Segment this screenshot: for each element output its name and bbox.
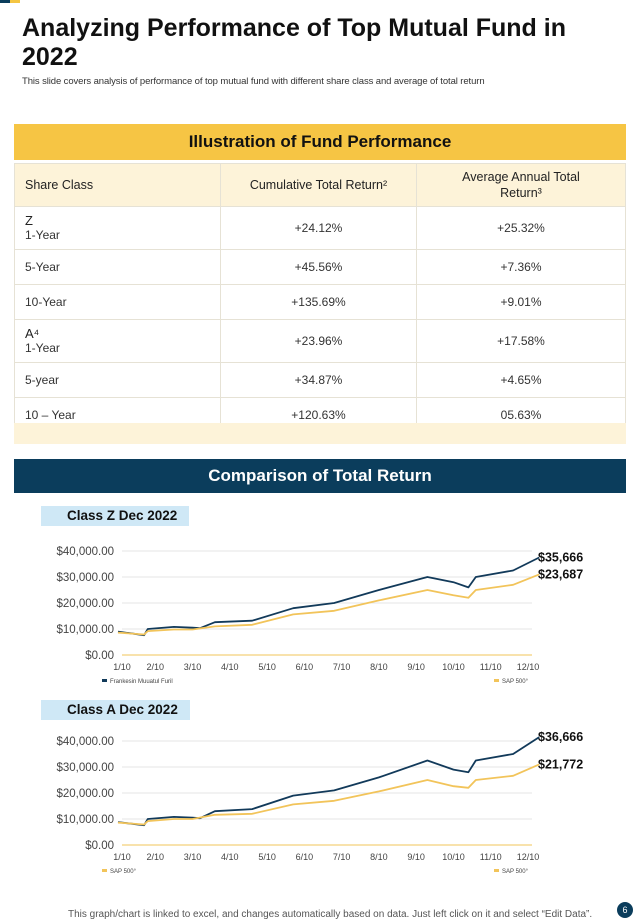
y-tick-label: $0.00 xyxy=(85,650,114,662)
legend-swatch xyxy=(102,679,107,682)
legend-label: SAP 500° xyxy=(502,869,529,875)
x-tick-label: 2/10 xyxy=(147,662,165,672)
legend-swatch xyxy=(494,869,499,872)
page-number: 6 xyxy=(617,902,633,918)
corner-accent-navy xyxy=(0,0,10,3)
average-return-cell: +4.65% xyxy=(416,362,626,398)
header-share-class: Share Class xyxy=(14,163,221,207)
comparison-title: Comparison of Total Return xyxy=(14,459,626,493)
x-tick-label: 6/10 xyxy=(296,662,314,672)
x-tick-label: 1/10 xyxy=(113,852,131,862)
share-class-period: 10-Year xyxy=(25,295,67,309)
y-tick-label: $40,000.00 xyxy=(56,736,114,748)
share-class-period: 5-Year xyxy=(25,260,60,274)
end-value-label: $35,666 xyxy=(538,551,583,565)
share-class-cell: 10-Year xyxy=(14,284,221,320)
x-tick-label: 7/10 xyxy=(333,852,351,862)
x-tick-label: 6/10 xyxy=(296,852,314,862)
x-tick-label: 9/10 xyxy=(407,852,425,862)
x-tick-label: 9/10 xyxy=(407,662,425,672)
share-class-cell: A⁴ 1-Year xyxy=(14,319,221,363)
share-class-name: Z xyxy=(25,213,33,228)
page-subtitle: This slide covers analysis of performanc… xyxy=(22,76,485,87)
table-header-row: Share Class Cumulative Total Return² Ave… xyxy=(14,163,626,207)
chart-class-z: $0.00 $10,000.00 $20,000.00 $30,000.00 $40,0… xyxy=(56,546,583,685)
fund-table-title: Illustration of Fund Performance xyxy=(14,124,626,160)
share-class-period: 1-Year xyxy=(25,228,60,242)
series-line xyxy=(117,763,540,826)
header-average-annual-return: Average Annual Total Return³ xyxy=(416,163,626,207)
y-tick-label: $20,000.00 xyxy=(56,788,114,800)
end-value-label: $23,687 xyxy=(538,567,583,581)
share-class-period: 5-year xyxy=(25,373,60,387)
chart-class-a: $0.00 $10,000.00 $20,000.00 $30,000.00 $40,0… xyxy=(56,730,583,875)
series-line xyxy=(117,573,540,636)
x-tick-label: 3/10 xyxy=(184,662,202,672)
average-return-cell: +7.36% xyxy=(416,249,626,285)
cumulative-return-cell: +24.12% xyxy=(220,206,417,250)
share-class-period: 1-Year xyxy=(25,341,60,355)
x-tick-label: 7/10 xyxy=(333,662,351,672)
share-class-cell: 5-Year xyxy=(14,249,221,285)
x-tick-label: 1/10 xyxy=(113,662,131,672)
share-class-cell: Z 1-Year xyxy=(14,206,221,250)
y-tick-label: $30,000.00 xyxy=(56,762,114,774)
table-row: A⁴ 1-Year +23.96% +17.58% xyxy=(14,319,626,363)
corner-accent-gold xyxy=(10,0,20,3)
x-tick-label: 10/10 xyxy=(442,662,465,672)
average-return-cell: +9.01% xyxy=(416,284,626,320)
legend-swatch xyxy=(494,679,499,682)
table-footer-band xyxy=(14,423,626,444)
y-tick-label: $10,000.00 xyxy=(56,814,114,826)
x-tick-label: 2/10 xyxy=(147,852,165,862)
fund-performance-table: Share Class Cumulative Total Return² Ave… xyxy=(14,163,626,433)
chart-z-title: Class Z Dec 2022 xyxy=(41,506,190,526)
table-row: 10-Year +135.69% +9.01% xyxy=(14,284,626,320)
y-tick-label: $0.00 xyxy=(85,840,114,852)
page-title: Analyzing Performance of Top Mutual Fund… xyxy=(22,14,566,71)
table-row: Z 1-Year +24.12% +25.32% xyxy=(14,206,626,250)
end-value-label: $21,772 xyxy=(538,757,583,771)
x-tick-label: 8/10 xyxy=(370,662,388,672)
x-tick-label: 11/10 xyxy=(480,852,502,862)
series-line xyxy=(117,736,540,827)
share-class-period: 10 – Year xyxy=(25,408,76,422)
x-tick-label: 4/10 xyxy=(221,852,239,862)
x-tick-label: 11/10 xyxy=(480,662,502,672)
legend-label: SAP 500° xyxy=(110,869,137,875)
legend-label: Frankesin Muuatul Furil xyxy=(110,679,173,685)
average-return-cell: +25.32% xyxy=(416,206,626,250)
cumulative-return-cell: +135.69% xyxy=(220,284,417,320)
share-class-name: A⁴ xyxy=(25,326,40,341)
y-tick-label: $40,000.00 xyxy=(56,546,114,558)
footer-note: This graph/chart is linked to excel, and… xyxy=(68,909,593,920)
legend-swatch xyxy=(102,869,107,872)
legend-label: SAP 500° xyxy=(502,679,529,685)
end-value-label: $36,666 xyxy=(538,730,583,744)
y-tick-label: $10,000.00 xyxy=(56,624,114,636)
x-tick-label: 5/10 xyxy=(258,662,276,672)
cumulative-return-cell: +34.87% xyxy=(220,362,417,398)
cumulative-return-cell: +23.96% xyxy=(220,319,417,363)
table-row: 5-year +34.87% +4.65% xyxy=(14,362,626,398)
cumulative-return-cell: +45.56% xyxy=(220,249,417,285)
x-tick-label: 12/10 xyxy=(517,852,540,862)
x-tick-label: 12/10 xyxy=(517,662,540,672)
header-average-annual-return-text: Average Annual Total Return³ xyxy=(462,170,580,200)
x-tick-label: 8/10 xyxy=(370,852,388,862)
header-cumulative-return: Cumulative Total Return² xyxy=(220,163,417,207)
y-tick-label: $20,000.00 xyxy=(56,598,114,610)
x-tick-label: 10/10 xyxy=(442,852,465,862)
share-class-cell: 5-year xyxy=(14,362,221,398)
y-tick-label: $30,000.00 xyxy=(56,572,114,584)
average-return-cell: +17.58% xyxy=(416,319,626,363)
table-row: 5-Year +45.56% +7.36% xyxy=(14,249,626,285)
x-tick-label: 5/10 xyxy=(258,852,276,862)
series-line xyxy=(117,556,540,637)
x-tick-label: 4/10 xyxy=(221,662,239,672)
chart-a-title: Class A Dec 2022 xyxy=(41,700,190,720)
x-tick-label: 3/10 xyxy=(184,852,202,862)
